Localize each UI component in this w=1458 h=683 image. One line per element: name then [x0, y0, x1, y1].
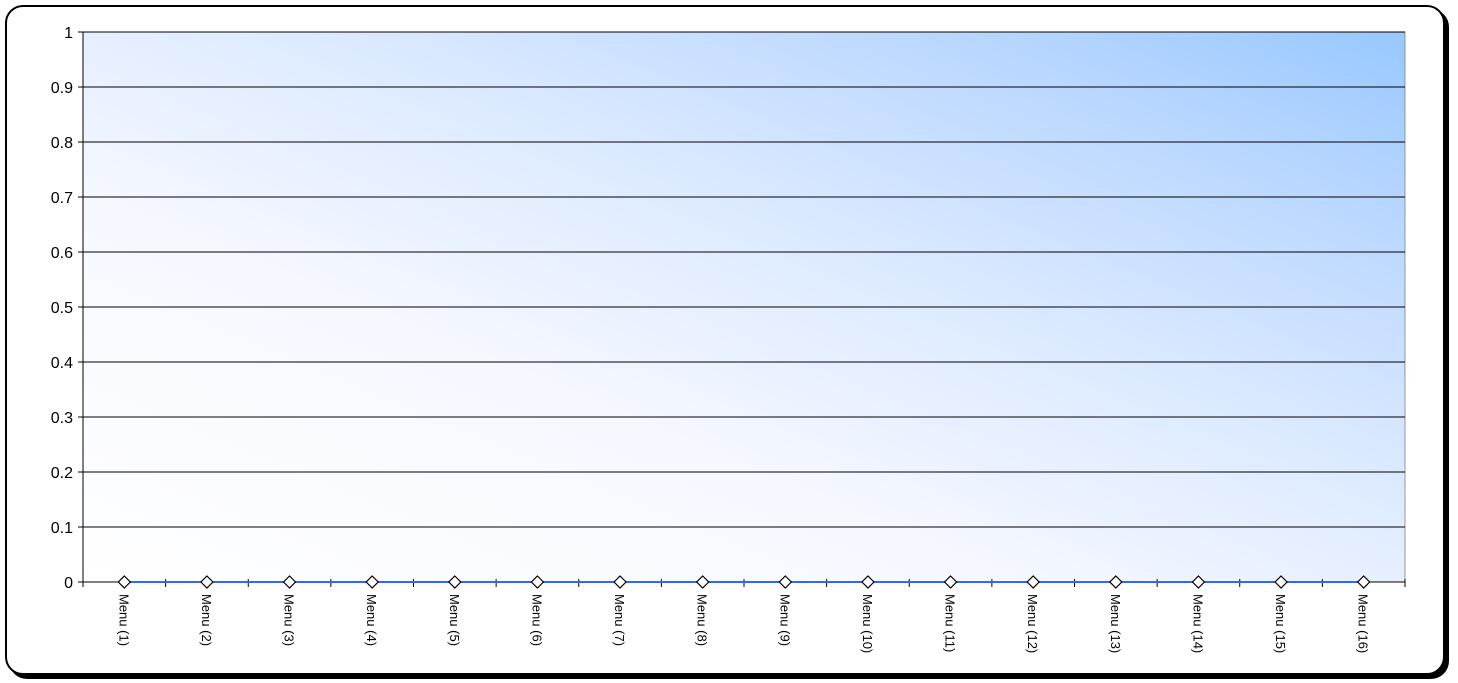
x-tick-label: Menu (7) — [612, 594, 627, 646]
data-point — [447, 575, 462, 589]
x-tick-label: Menu (16) — [1356, 594, 1371, 653]
y-tick-label: 0.5 — [51, 300, 73, 317]
x-tick-label: Menu (3) — [282, 594, 297, 646]
x-tick-label: Menu (11) — [943, 594, 958, 652]
data-point — [1274, 575, 1288, 589]
y-tick-label: 0.6 — [51, 245, 73, 262]
x-tick-label: Menu (10) — [860, 594, 875, 653]
x-tick-label: Menu (6) — [529, 594, 544, 646]
data-point — [365, 575, 380, 589]
x-tick-label: Menu (5) — [447, 594, 462, 646]
data-point — [778, 575, 793, 589]
data-point — [861, 575, 875, 589]
x-tick-label: Menu (13) — [1108, 594, 1123, 653]
y-tick-label: 0.8 — [51, 135, 73, 152]
y-tick-label: 1 — [64, 25, 73, 42]
x-tick-label: Menu (14) — [1190, 594, 1205, 653]
data-point — [200, 575, 214, 589]
x-tick-label: Menu (8) — [695, 594, 710, 646]
y-tick-label: 0 — [64, 575, 73, 592]
x-tick-label: Menu (15) — [1273, 594, 1288, 653]
data-point — [117, 575, 132, 589]
x-tick-label: Menu (4) — [364, 594, 379, 646]
y-tick-label: 0.3 — [51, 410, 73, 427]
y-tick-label: 0.7 — [51, 190, 73, 207]
y-tick-label: 0.4 — [51, 355, 73, 372]
data-point — [1108, 575, 1123, 589]
x-tick-label: Menu (1) — [116, 594, 131, 646]
x-tick-label: Menu (12) — [1025, 594, 1040, 653]
y-tick-label: 0.1 — [51, 520, 73, 537]
data-point — [1356, 575, 1371, 589]
x-tick-label: Menu (2) — [199, 594, 214, 646]
y-tick-label: 0.9 — [51, 80, 73, 97]
data-point — [1026, 575, 1041, 589]
data-point — [695, 575, 710, 589]
y-tick-label: 0.2 — [51, 465, 73, 482]
data-point — [282, 575, 297, 589]
data-point — [530, 575, 545, 589]
data-point — [613, 575, 627, 589]
data-point — [943, 575, 958, 589]
x-tick-label: Menu (9) — [777, 594, 792, 646]
data-point — [1191, 575, 1206, 589]
